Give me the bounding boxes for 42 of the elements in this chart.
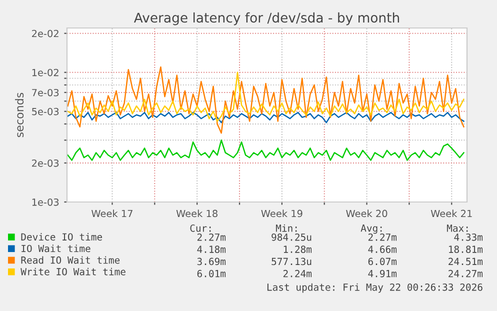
legend-label: Read IO Wait time [21,256,120,264]
text: Max: [446,224,468,232]
chart-title: Average latency for /dev/sda - by month [134,12,400,26]
text: 4.91m [368,270,397,278]
legend-label: IO Wait time [22,244,90,252]
text: 577.13u [272,258,312,266]
text: 2.27m [197,233,226,241]
x-tick-label: Week 17 [92,210,132,218]
y-tick-label: 1e-02 [32,68,58,76]
text: Cur: [190,224,211,232]
text: 2.27m [368,233,397,241]
text: Avg: [360,224,382,234]
text: 4.18m [197,246,226,253]
x-tick-label: Week 19 [261,210,302,218]
text: 24.51m [448,258,483,266]
text: Last update: Fri May 22 00:26:33 2026 [267,283,482,293]
text: 6.07m [368,258,397,266]
text: 1.28m [284,246,312,253]
legend-label: Device IO time [21,233,102,241]
text: Min: [276,224,297,232]
text: 6.01m [197,270,226,278]
text: 18.81m [449,246,483,253]
text: 4.66m [368,246,397,253]
y-axis-title: seconds [15,92,24,138]
x-tick-label: Week 20 [346,210,388,218]
text: 2.24m [283,270,312,278]
y-tick-label: 7e-03 [32,88,59,96]
y-tick-label: 5e-03 [32,108,59,116]
line-series [67,140,464,161]
text: 4.33m [454,233,483,241]
line-series [67,112,464,124]
text: 3.69m [197,258,226,266]
line-series [67,66,464,134]
y-tick-label: 2e-02 [32,30,58,38]
y-tick-label: 2e-03 [32,159,59,167]
text: 24.27m [448,270,483,278]
text: 984.25u [272,233,312,241]
y-tick-label: 1e-03 [32,198,59,206]
x-tick-label: Week 18 [176,210,218,218]
line-series [67,72,464,122]
legend-label: Write IO Wait time [20,268,126,276]
x-tick-label: Week 21 [430,210,472,218]
